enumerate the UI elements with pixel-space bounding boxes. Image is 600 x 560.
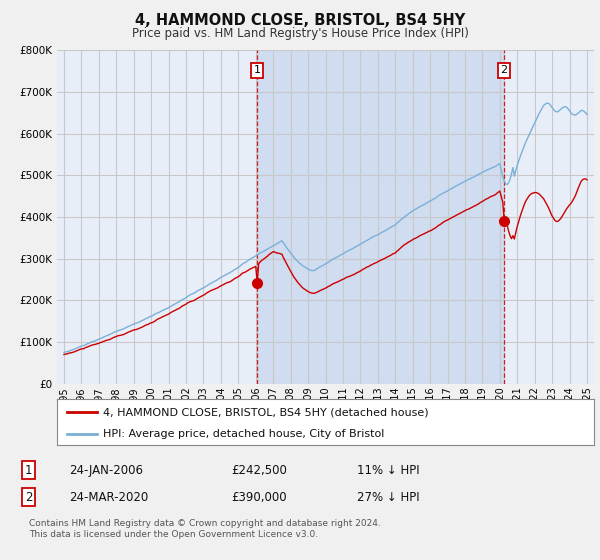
Text: Contains HM Land Registry data © Crown copyright and database right 2024.: Contains HM Land Registry data © Crown c… bbox=[29, 519, 380, 528]
Text: 2: 2 bbox=[25, 491, 32, 504]
Text: £390,000: £390,000 bbox=[231, 491, 287, 504]
Text: HPI: Average price, detached house, City of Bristol: HPI: Average price, detached house, City… bbox=[103, 429, 384, 438]
Bar bbox=[257, 50, 504, 384]
Text: 1: 1 bbox=[253, 66, 260, 76]
Text: 4, HAMMOND CLOSE, BRISTOL, BS4 5HY: 4, HAMMOND CLOSE, BRISTOL, BS4 5HY bbox=[135, 13, 465, 29]
Text: 1: 1 bbox=[25, 464, 32, 477]
Text: This data is licensed under the Open Government Licence v3.0.: This data is licensed under the Open Gov… bbox=[29, 530, 318, 539]
Text: 4, HAMMOND CLOSE, BRISTOL, BS4 5HY (detached house): 4, HAMMOND CLOSE, BRISTOL, BS4 5HY (deta… bbox=[103, 407, 428, 417]
Text: Price paid vs. HM Land Registry's House Price Index (HPI): Price paid vs. HM Land Registry's House … bbox=[131, 27, 469, 40]
Text: 11% ↓ HPI: 11% ↓ HPI bbox=[357, 464, 419, 477]
Text: 27% ↓ HPI: 27% ↓ HPI bbox=[357, 491, 419, 504]
Text: 24-MAR-2020: 24-MAR-2020 bbox=[69, 491, 148, 504]
Text: 24-JAN-2006: 24-JAN-2006 bbox=[69, 464, 143, 477]
Text: 2: 2 bbox=[500, 66, 508, 76]
Text: £242,500: £242,500 bbox=[231, 464, 287, 477]
